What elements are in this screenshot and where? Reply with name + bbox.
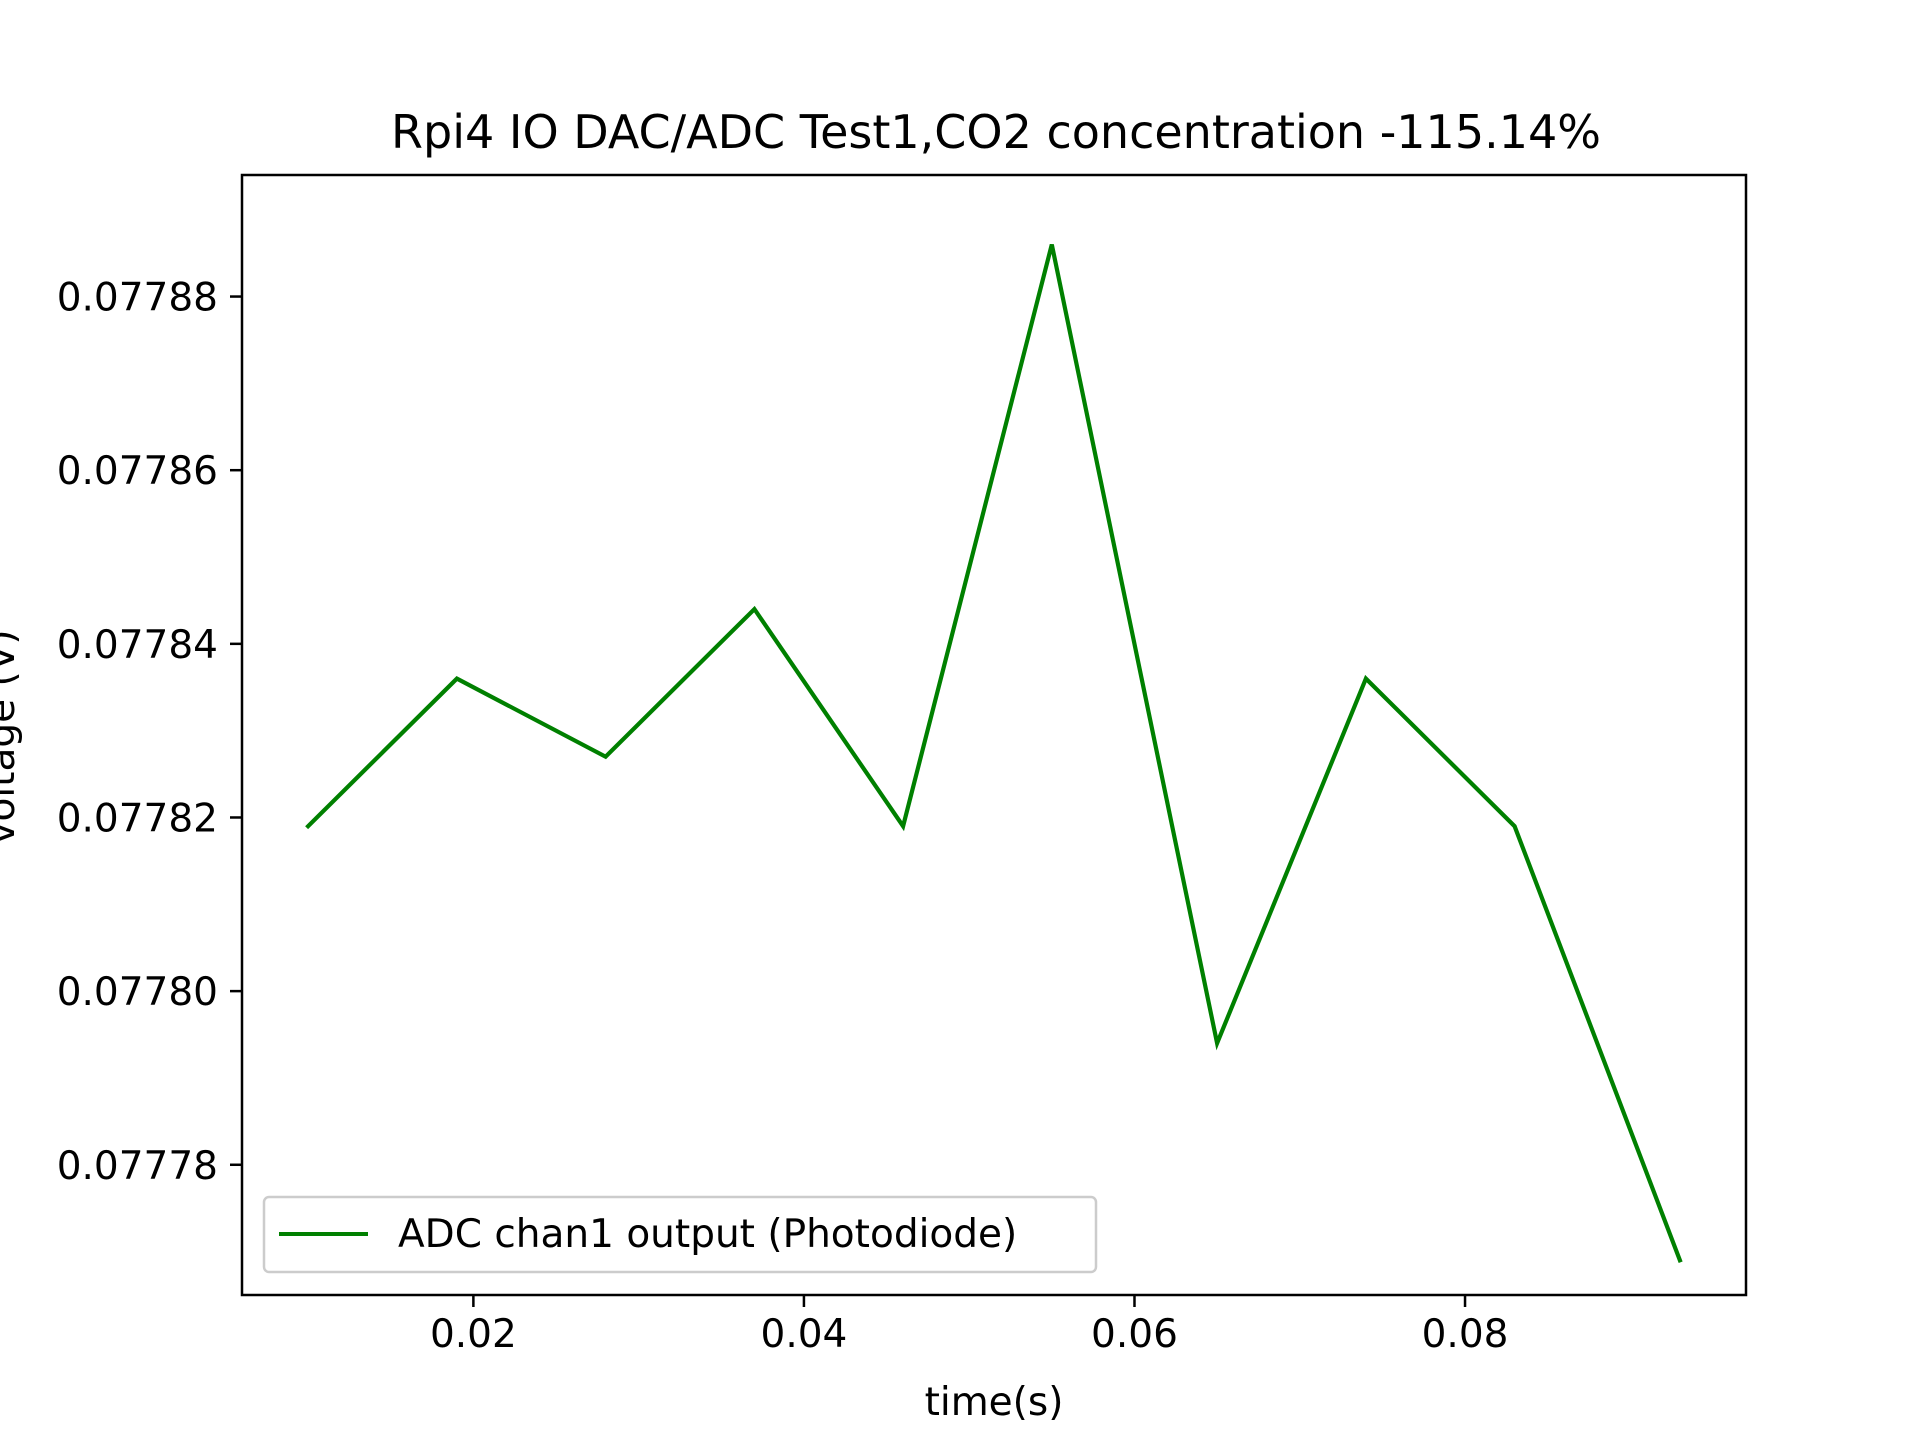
x-tick-label: 0.06 <box>1091 1312 1178 1357</box>
y-tick-label: 0.07780 <box>57 970 218 1015</box>
x-axis-label: time(s) <box>925 1380 1064 1425</box>
legend-box <box>262 1195 1098 1274</box>
series-line <box>305 243 1683 1264</box>
y-tick-label: 0.07778 <box>57 1144 218 1189</box>
x-tick-label: 0.08 <box>1422 1312 1509 1357</box>
y-tick-label: 0.07786 <box>57 449 218 494</box>
legend: ADC chan1 output (Photodiode) <box>262 1195 1098 1274</box>
y-tick-label: 0.07782 <box>57 796 218 841</box>
y-tick-label: 0.07788 <box>57 276 218 321</box>
axis-ticks: 0.02 0.04 0.06 0.08 0.07778 0.07780 0.07782 0.0… <box>57 276 1509 1357</box>
legend-label: ADC chan1 output (Photodiode) <box>398 1212 1017 1257</box>
plot-area <box>305 243 1683 1264</box>
chart-title: Rpi4 IO DAC/ADC Test1,CO2 concentration … <box>391 105 1601 159</box>
y-tick-label: 0.07784 <box>57 623 218 668</box>
x-tick-label: 0.04 <box>761 1312 848 1357</box>
x-tick-label: 0.02 <box>430 1312 517 1357</box>
axes-frame <box>240 173 1748 1297</box>
y-axis-label: voltage (V) <box>0 629 24 844</box>
